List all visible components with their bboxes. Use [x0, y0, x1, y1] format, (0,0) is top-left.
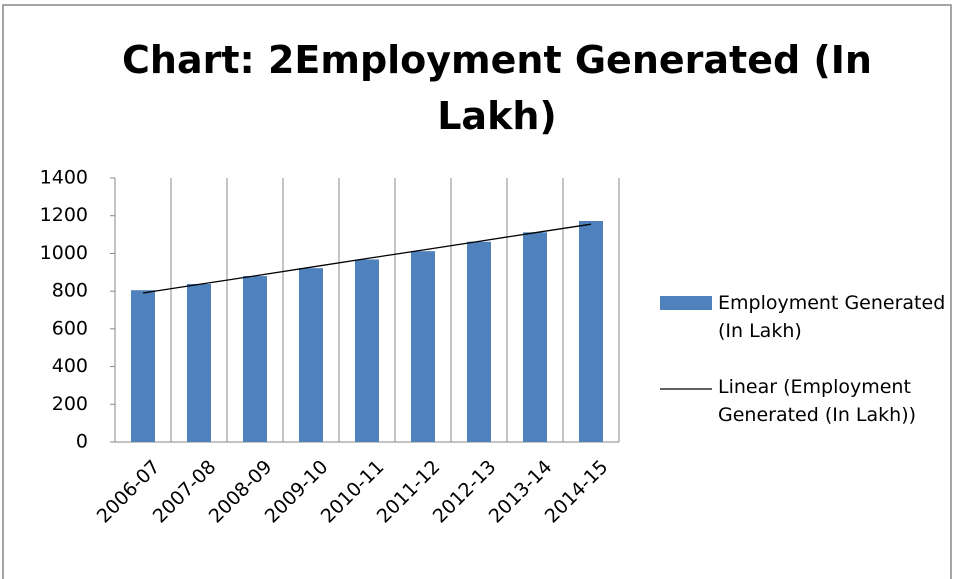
legend-swatch	[660, 296, 712, 310]
bar	[187, 283, 211, 442]
bar	[299, 268, 323, 442]
y-tick-label: 600	[52, 317, 88, 339]
y-tick-label: 0	[76, 431, 88, 453]
bar	[131, 290, 155, 442]
bar	[579, 220, 603, 442]
y-tick-label: 1400	[40, 167, 88, 189]
y-tick-label: 400	[52, 355, 88, 377]
legend-label: Linear (Employment Generated (In Lakh))	[718, 376, 917, 426]
bar	[467, 241, 491, 442]
bar	[411, 251, 435, 442]
y-tick-label: 800	[52, 280, 88, 302]
bar	[355, 259, 379, 442]
frame	[2, 4, 952, 579]
trend-line	[142, 223, 592, 294]
legend-label: Employment Generated (In Lakh)	[718, 292, 946, 342]
y-tick-label: 200	[52, 393, 88, 415]
y-tick-label: 1200	[40, 204, 88, 226]
bar	[243, 276, 267, 442]
bar	[523, 232, 547, 442]
chart-title: Chart: 2Employment Generated (In Lakh)	[122, 38, 872, 138]
y-tick-label: 1000	[40, 242, 88, 264]
